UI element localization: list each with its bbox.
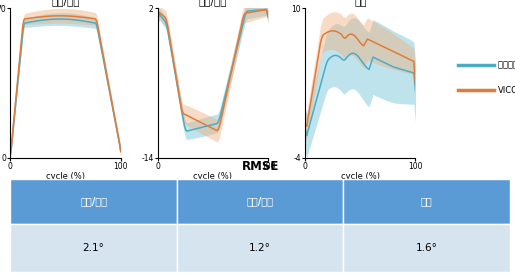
Text: 2.1°: 2.1° <box>82 243 105 253</box>
Text: 굴곡/신전: 굴곡/신전 <box>80 196 107 206</box>
Text: VICON: VICON <box>497 86 515 95</box>
Text: 1.6°: 1.6° <box>416 243 438 253</box>
X-axis label: cycle (%): cycle (%) <box>46 172 85 181</box>
Title: 내전/외전: 내전/외전 <box>199 0 227 6</box>
Title: 회전: 회전 <box>354 0 367 6</box>
Text: RMSE: RMSE <box>242 160 279 173</box>
Text: 웨어러블 밴드: 웨어러블 밴드 <box>497 61 515 70</box>
Text: 내전/외전: 내전/외전 <box>247 196 273 206</box>
Text: 1.2°: 1.2° <box>249 243 271 253</box>
X-axis label: cycle (%): cycle (%) <box>341 172 380 181</box>
X-axis label: cycle (%): cycle (%) <box>194 172 232 181</box>
Title: 굴곡/신전: 굴곡/신전 <box>52 0 80 6</box>
Text: 회전: 회전 <box>421 196 433 206</box>
